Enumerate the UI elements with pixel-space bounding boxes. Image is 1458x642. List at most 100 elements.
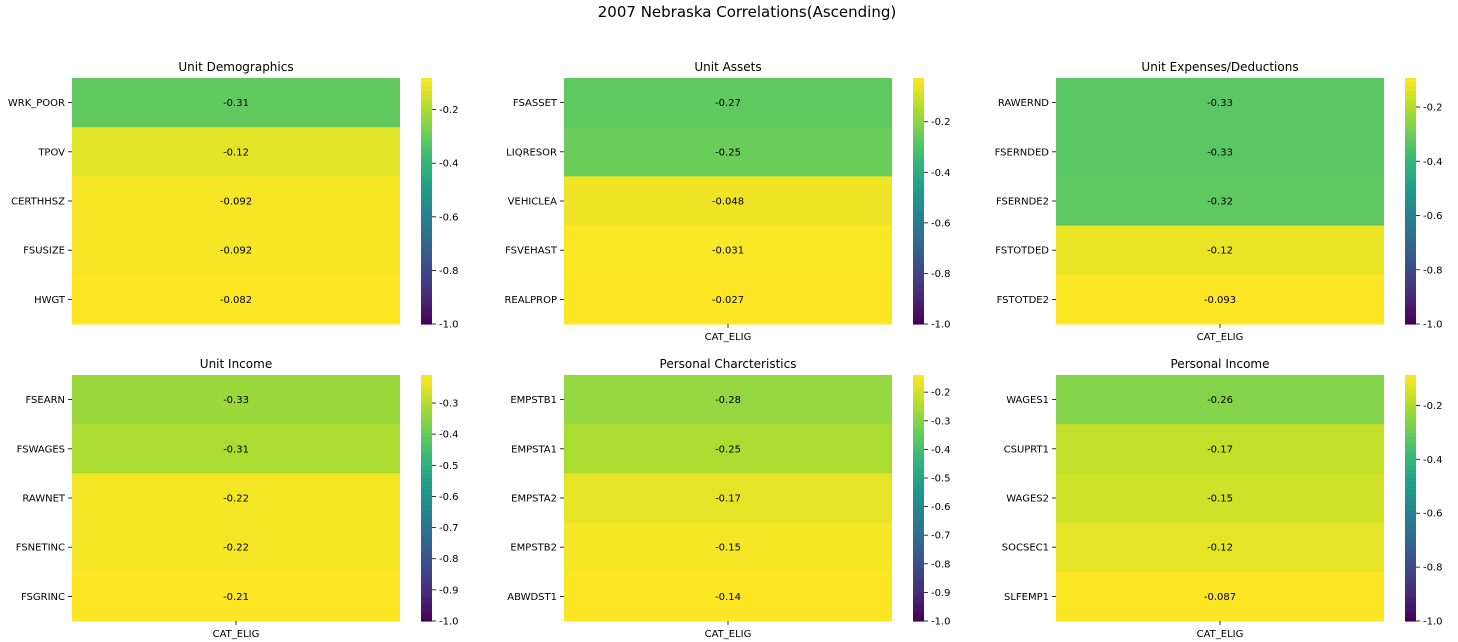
- colorbar-segment: [913, 473, 924, 479]
- colorbar-segment: [1405, 262, 1416, 268]
- colorbar-segment: [421, 526, 432, 532]
- colorbar-segment: [913, 278, 924, 284]
- cell-value-label: -0.031: [712, 246, 744, 257]
- colorbar-segment: [421, 143, 432, 149]
- colorbar-segment: [421, 176, 432, 182]
- cell-value-label: -0.25: [715, 147, 741, 158]
- colorbar-tick-label: -0.8: [439, 266, 459, 277]
- cell-value-label: -0.22: [223, 543, 249, 554]
- row-label: FSASSET: [513, 98, 558, 109]
- colorbar-segment: [421, 592, 432, 597]
- colorbar-segment: [913, 518, 924, 524]
- colorbar-tick-label: -1.0: [439, 320, 459, 331]
- colorbar-segment: [421, 201, 432, 206]
- colorbar-tick-label: -0.3: [439, 399, 459, 410]
- colorbar-segment: [421, 287, 432, 292]
- colorbar-segment: [421, 147, 432, 153]
- colorbar-segment: [1405, 192, 1416, 198]
- colorbar-segment: [1405, 315, 1416, 321]
- colorbar-segment: [913, 616, 924, 622]
- colorbar-segment: [421, 444, 432, 450]
- colorbar-segment: [421, 575, 432, 581]
- colorbar-segment: [421, 489, 432, 495]
- colorbar-tick-label: -0.8: [439, 554, 459, 565]
- colorbar-segment: [421, 106, 432, 112]
- colorbar-segment: [1405, 616, 1416, 622]
- colorbar-segment: [1405, 213, 1416, 218]
- colorbar-segment: [421, 514, 432, 520]
- colorbar-segment: [913, 448, 924, 454]
- colorbar-segment: [1405, 518, 1416, 524]
- colorbar-segment: [913, 201, 924, 206]
- colorbar-segment: [913, 119, 924, 124]
- colorbar-segment: [913, 510, 924, 515]
- colorbar-segment: [1405, 612, 1416, 618]
- row-label: CERTHHSZ: [11, 197, 65, 208]
- colorbar-tick-label: -0.4: [439, 159, 459, 170]
- colorbar-segment: [1405, 489, 1416, 495]
- colorbar-segment: [1405, 420, 1416, 425]
- row-label: CSUPRT1: [1004, 444, 1049, 455]
- colorbar-segment: [1405, 266, 1416, 272]
- colorbar-segment: [1405, 221, 1416, 227]
- colorbar-tick-label: -0.9: [439, 585, 459, 596]
- colorbar-segment: [421, 481, 432, 487]
- colorbar-segment: [1405, 119, 1416, 124]
- colorbar-segment: [421, 270, 432, 276]
- heatmap-cell: [1056, 571, 1384, 622]
- colorbar-segment: [913, 596, 924, 602]
- colorbar-segment: [1405, 86, 1416, 91]
- colorbar-segment: [913, 139, 924, 145]
- colorbar-segment: [1405, 498, 1416, 503]
- colorbar-segment: [1405, 375, 1416, 380]
- colorbar-segment: [421, 164, 432, 169]
- colorbar-segment: [913, 123, 924, 128]
- colorbar-segment: [1405, 584, 1416, 589]
- colorbar-segment: [421, 407, 432, 413]
- colorbar-segment: [421, 299, 432, 305]
- colorbar-segment: [913, 180, 924, 186]
- colorbar-tick-label: -0.5: [439, 461, 459, 472]
- colorbar-tick-label: -0.5: [931, 473, 951, 484]
- heatmap-cell: [1056, 78, 1384, 128]
- colorbar-segment: [1405, 411, 1416, 417]
- colorbar-segment: [913, 229, 924, 235]
- row-label: FSWAGES: [17, 444, 65, 455]
- colorbar-segment: [913, 539, 924, 544]
- colorbar-tick-label: -0.6: [439, 212, 459, 223]
- colorbar-segment: [913, 498, 924, 503]
- colorbar-segment: [913, 489, 924, 495]
- colorbar-segment: [421, 580, 432, 585]
- colorbar-segment: [421, 307, 432, 313]
- row-label: RAWNET: [22, 494, 66, 505]
- colorbar-segment: [913, 295, 924, 300]
- colorbar-segment: [1405, 407, 1416, 413]
- colorbar-segment: [421, 424, 432, 429]
- cell-value-label: -0.12: [1207, 543, 1233, 554]
- panel-title: Unit Expenses/Deductions: [1141, 60, 1298, 74]
- colorbar-segment: [1405, 225, 1416, 231]
- colorbar-segment: [1405, 123, 1416, 128]
- colorbar-segment: [421, 262, 432, 268]
- row-label: FSNETINC: [16, 543, 65, 554]
- colorbar-segment: [1405, 217, 1416, 223]
- colorbar-segment: [913, 530, 924, 536]
- colorbar-segment: [1405, 270, 1416, 276]
- colorbar-segment: [913, 102, 924, 108]
- colorbar-segment: [421, 86, 432, 91]
- column-label: CAT_ELIG: [705, 332, 752, 343]
- cell-value-label: -0.28: [715, 395, 741, 406]
- colorbar-segment: [1405, 465, 1416, 470]
- colorbar-segment: [1405, 295, 1416, 300]
- colorbar-segment: [421, 428, 432, 433]
- colorbar-segment: [421, 448, 432, 454]
- row-label: HWGT: [34, 295, 66, 306]
- colorbar-segment: [913, 82, 924, 87]
- colorbar-segment: [1405, 543, 1416, 548]
- colorbar-segment: [1405, 448, 1416, 454]
- colorbar-segment: [1405, 440, 1416, 446]
- colorbar-segment: [421, 473, 432, 479]
- colorbar-segment: [913, 403, 924, 409]
- colorbar-segment: [421, 274, 432, 280]
- colorbar-segment: [913, 551, 924, 556]
